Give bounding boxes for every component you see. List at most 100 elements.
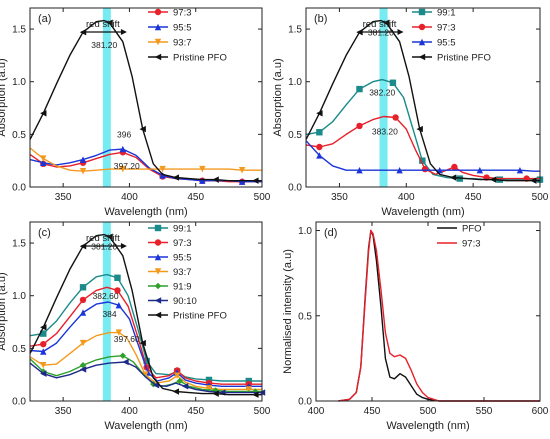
data-point [252,177,259,184]
x-tick-label: 400 [121,192,138,203]
data-point [389,79,397,86]
red-shift-label: red shift [363,19,397,30]
y-tick-label: 1.0 [12,291,26,302]
legend-marker [154,53,162,61]
data-point [40,330,47,337]
series-line [29,151,262,183]
y-tick-label: 0.5 [12,130,26,141]
x-tick-label: 550 [476,406,493,417]
data-point [106,19,113,26]
arrow-head-icon [397,29,404,35]
data-point [139,339,146,347]
data-point [212,390,219,397]
series-line [29,148,262,183]
y-tick-label: 1.0 [298,226,312,237]
legend: PFO 97:3 [437,224,482,250]
series-line [29,147,262,172]
x-tick-label: 400 [308,406,325,417]
data-point [199,177,206,184]
plot-frame [315,221,541,402]
data-point [114,274,121,282]
data-point [396,166,403,174]
data-point [245,386,252,393]
x-tick-label: 500 [532,192,549,203]
data-point [172,174,180,181]
x-tick-label: 350 [55,192,72,203]
data-point [356,85,363,93]
data-point [115,301,123,309]
panel-label: (a) [38,13,51,25]
panel-1: 350 400 450 500 0.0 0.5 1.0 1.5 381.20 396 397.20 r… [0,7,271,218]
arrow-head-icon [120,29,127,35]
data-point [383,19,390,26]
y-tick-label: 0.5 [288,130,302,141]
data-point [40,362,47,369]
legend-marker [154,38,162,46]
legend-marker [418,8,426,16]
data-point [212,176,219,183]
y-axis-label: Absorption (a.u) [0,58,8,136]
legend-marker [154,8,162,16]
legend-marker [418,23,426,31]
data-point [114,287,121,294]
x-tick-label: 500 [420,406,437,417]
data-point [143,357,150,365]
legend-marker [154,297,162,304]
y-tick-label: 0.0 [298,397,312,408]
series-pristine-pfo [29,233,262,398]
data-point [40,340,47,348]
legend-entry: Pristine PFO [437,53,491,64]
legend: 97:3 95:5 93:7 Pristine PFO [148,8,227,64]
data-point [40,324,47,331]
data-point [316,143,323,151]
legend-marker [154,224,162,232]
x-tick-label: 450 [465,192,482,203]
data-point [516,166,524,174]
x-axis-label: Wavelength (nm) [104,420,187,432]
data-point [79,168,87,175]
data-point [79,309,87,316]
data-point [416,125,423,133]
x-tick-label: 500 [254,192,271,203]
y-tick-label: 1.5 [288,25,302,36]
y-tick-label: 1.0 [12,77,26,88]
legend-entry: 97:3 [173,238,192,249]
series-97-3 [338,229,540,402]
panel-label: (b) [314,13,327,25]
legend-entry: 99:1 [173,224,192,235]
data-point [476,166,484,174]
annotation-label: 384 [102,309,116,319]
data-point [79,156,87,163]
annotation-label: 397.20 [114,161,140,171]
legend-entry: 97:3 [462,239,481,250]
annotation-label: 396 [117,130,131,140]
y-tick-label: 1.0 [288,77,302,88]
data-point [115,329,123,336]
data-point [106,233,113,240]
data-point [79,296,87,304]
legend-marker [154,311,162,319]
legend-entry: 95:5 [173,23,192,34]
panel-4: 400 450 500 550 600 0.0 0.5 1.0 (d) Wavelength (n… [282,221,549,432]
data-point [392,114,399,121]
series-line [29,19,262,182]
y-tick-label: 0.0 [288,183,302,194]
data-point [159,172,166,179]
data-point [181,383,189,390]
series-line [338,229,540,402]
data-point [122,358,129,366]
data-point [40,159,47,166]
x-axis-label: Wavelength (nm) [381,206,464,218]
data-point [173,372,181,379]
legend-marker [418,38,426,46]
annotation-label: 397.60 [114,334,140,344]
data-point [451,163,458,171]
data-point [530,177,537,184]
legend-entry: Pristine PFO [173,311,227,322]
legend-entry: 91:9 [173,282,192,293]
series-95-5 [305,140,540,174]
legend-marker [154,282,162,290]
